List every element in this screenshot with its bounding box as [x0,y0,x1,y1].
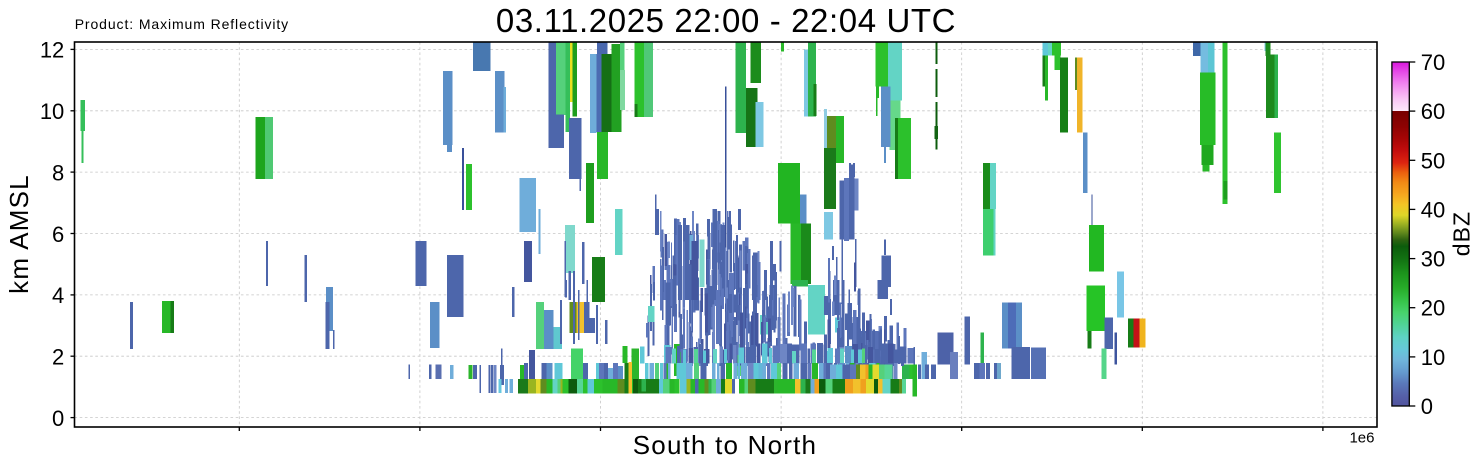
svg-text:6: 6 [52,222,64,247]
svg-text:0: 0 [52,406,64,431]
svg-text:10: 10 [1421,345,1445,370]
svg-text:4: 4 [52,283,64,308]
svg-text:8: 8 [52,160,64,185]
svg-text:03.11.2025 22:00 - 22:04 UTC: 03.11.2025 22:00 - 22:04 UTC [496,2,956,39]
svg-text:30: 30 [1421,247,1445,272]
svg-text:10: 10 [40,99,64,124]
svg-text:12: 12 [40,38,64,63]
svg-text:0: 0 [1421,394,1433,419]
svg-text:South to North: South to North [633,430,817,460]
svg-text:40: 40 [1421,197,1445,222]
svg-text:60: 60 [1421,99,1445,124]
svg-text:2: 2 [52,345,64,370]
svg-text:70: 70 [1421,50,1445,75]
svg-text:dBZ: dBZ [1449,211,1475,256]
svg-text:1e6: 1e6 [1349,430,1374,447]
svg-text:50: 50 [1421,148,1445,173]
svg-text:km AMSL: km AMSL [4,174,34,294]
svg-text:Product: Maximum Reflectivity: Product: Maximum Reflectivity [75,16,289,32]
svg-text:20: 20 [1421,296,1445,321]
